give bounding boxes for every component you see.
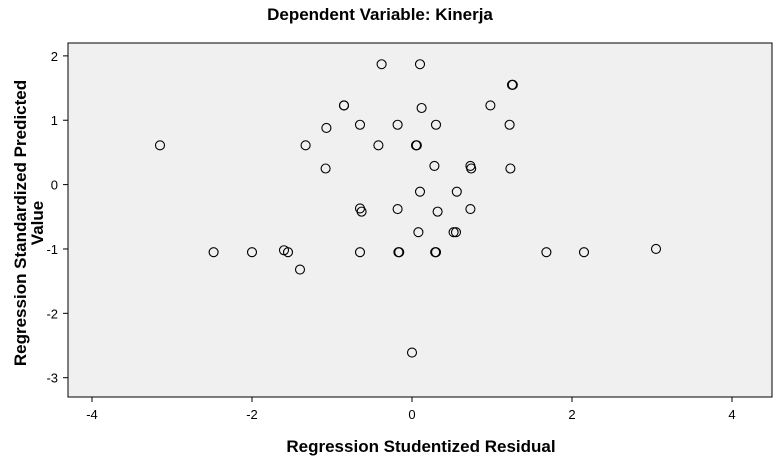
scatter-point: [450, 227, 462, 238]
scatter-point: [414, 186, 426, 197]
y-tick-label: 2: [51, 49, 58, 64]
scatter-point: [246, 247, 258, 258]
scatter-point: [465, 204, 476, 215]
scatter-point: [507, 79, 518, 90]
x-axis-label: Regression Studentized Residual: [286, 437, 555, 456]
y-tick-label: -3: [46, 371, 58, 386]
x-tick-label: 4: [728, 407, 735, 422]
y-axis-label: Regression Standardized Predicted Value: [11, 80, 47, 366]
scatter-point: [416, 102, 427, 114]
scatter-point: [406, 347, 418, 358]
y-axis-label-line-1: Regression Standardized Predicted: [11, 80, 30, 366]
x-tick-label: 0: [408, 407, 415, 422]
scatter-point: [376, 59, 387, 70]
chart-title: Dependent Variable: Kinerja: [267, 5, 493, 24]
y-tick-label: 1: [51, 113, 58, 128]
scatter-point: [154, 140, 166, 151]
scatter-point: [300, 140, 311, 151]
scatter-point: [392, 204, 403, 215]
scatter-point: [430, 247, 442, 258]
scatter-point: [320, 163, 331, 174]
scatter-point: [414, 59, 426, 70]
scatter-point: [451, 186, 462, 197]
scatter-point: [413, 227, 424, 238]
scatter-point: [578, 247, 590, 258]
scatter-point: [650, 243, 662, 255]
x-axis-ticks: -4 -2 0 2 4: [86, 397, 736, 422]
scatter-point: [429, 160, 440, 171]
scatter-point: [294, 264, 306, 275]
scatter-point: [356, 206, 367, 217]
scatter-point: [432, 206, 443, 217]
scatter-point: [448, 227, 459, 238]
scatter-point: [541, 247, 552, 258]
y-axis-label-line-2: Value: [28, 201, 47, 245]
scatter-point: [430, 119, 442, 130]
scatter-point: [411, 140, 422, 151]
y-axis-ticks: 2 1 0 -1 -2 -3: [46, 49, 68, 386]
y-tick-label: 0: [51, 178, 58, 193]
y-tick-label: -2: [46, 306, 58, 321]
scatter-point: [208, 247, 219, 258]
scatter-point: [354, 119, 366, 130]
scatter-point: [282, 247, 294, 258]
scatter-point: [485, 100, 496, 111]
scatter-point: [505, 163, 516, 174]
plot-area: [67, 42, 773, 398]
x-tick-label: -4: [86, 407, 98, 422]
x-tick-label: -2: [246, 407, 258, 422]
scatter-point: [466, 163, 477, 174]
scatter-point: [321, 122, 332, 134]
scatter-point: [354, 247, 366, 258]
x-tick-label: 2: [568, 407, 575, 422]
scatter-point: [373, 140, 384, 151]
scatter-point: [392, 119, 403, 130]
data-points: [154, 59, 662, 358]
scatter-point: [504, 119, 515, 130]
scatter-point: [394, 247, 405, 258]
scatter-point: [338, 100, 350, 111]
y-tick-label: -1: [46, 242, 58, 257]
